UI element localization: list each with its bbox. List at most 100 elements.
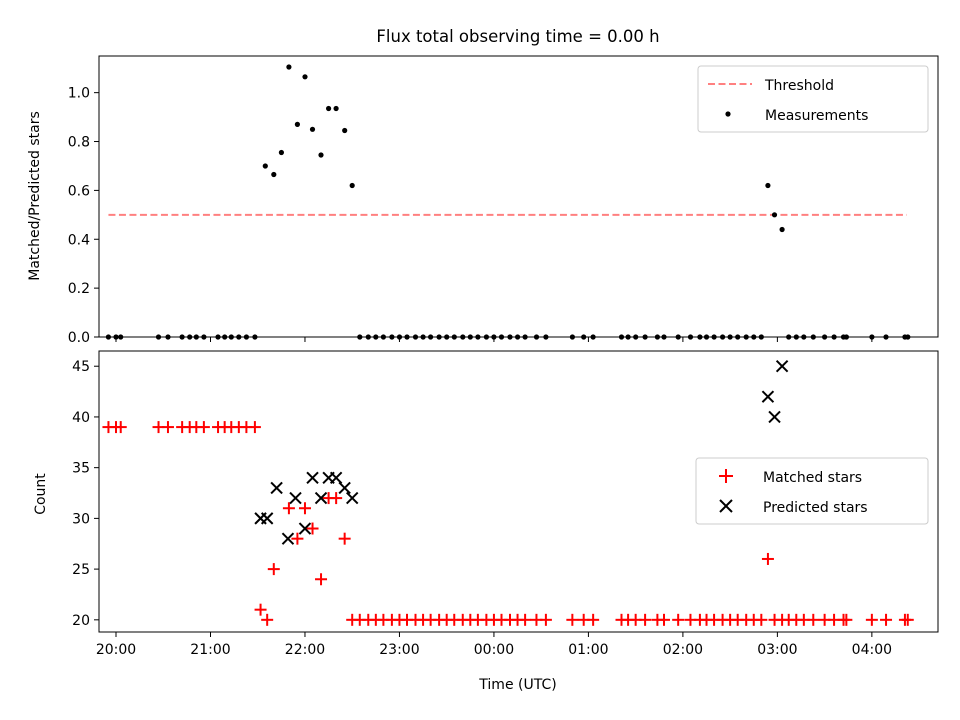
measurement-point — [318, 152, 324, 158]
matched-star-point — [315, 573, 328, 586]
measurement-point — [309, 126, 316, 132]
predicted-star-point — [329, 471, 343, 485]
matched-star-point — [338, 532, 351, 545]
matched-star-point — [539, 613, 552, 626]
count-y-tick-label: 40 — [72, 410, 90, 426]
predicted-star-point — [338, 481, 351, 495]
matched-star-point — [865, 613, 878, 626]
predicted-star-point — [761, 390, 775, 403]
matched-star-point — [330, 492, 343, 505]
matched-star-point — [566, 613, 579, 626]
chart-title: Flux total observing time = 0.00 h — [376, 27, 659, 46]
matched-star-point — [291, 532, 304, 545]
ratio-y-ticks: 0.0 0.2 0.4 0.6 0.8 1.0 — [68, 86, 99, 346]
count-y-tick-label: 25 — [72, 562, 90, 578]
ratio-y-tick-label: 0.6 — [68, 183, 90, 199]
matched-star-point — [197, 421, 210, 434]
count-legend: Matched stars Predicted stars — [695, 457, 929, 525]
count-y-axis-label: Count — [33, 473, 49, 515]
measurement-point — [771, 212, 778, 218]
measurement-point — [294, 121, 300, 127]
matched-star-point — [761, 552, 774, 565]
matched-star-point — [161, 421, 174, 434]
count-y-tick-label: 45 — [72, 359, 90, 375]
predicted-legend-label: Predicted stars — [763, 500, 868, 516]
measurement-point — [262, 163, 268, 169]
matched-star-point — [639, 613, 652, 626]
measurement-point — [302, 74, 308, 80]
x-axis-label: Time (UTC) — [478, 677, 556, 693]
measurement-point — [342, 127, 348, 134]
ratio-y-tick-label: 1.0 — [68, 86, 90, 102]
matched-star-point — [587, 613, 600, 626]
predicted-star-point — [289, 491, 302, 505]
count-axes-frame — [98, 350, 939, 633]
predicted-star-point — [260, 512, 274, 525]
predicted-star-point — [298, 522, 312, 535]
predicted-legend-swatch — [719, 499, 733, 513]
ratio-panel: 0.0 0.2 0.4 0.6 0.8 1.0 Matched/Predicted sta… — [27, 55, 939, 346]
matched-star-point — [248, 421, 261, 434]
count-x-ticks: 20:00 21:00 22:00 23:00 00:00 01:00 02:00 03:00… — [96, 632, 892, 658]
predicted-star-point — [775, 360, 789, 373]
matched-star-point — [658, 613, 671, 626]
x-tick-label: 21:00 — [190, 642, 230, 658]
matched-star-point — [267, 563, 280, 576]
matched-star-point — [298, 502, 311, 515]
x-tick-label: 01:00 — [568, 642, 608, 658]
count-plot-area — [102, 360, 914, 626]
ratio-y-tick-label: 0.0 — [68, 330, 90, 346]
matched-star-point — [901, 613, 914, 626]
measurement-point — [779, 226, 785, 233]
matched-star-point — [807, 613, 820, 626]
measurement-point — [271, 171, 277, 178]
predicted-star-point — [768, 410, 781, 424]
matched-star-point — [840, 613, 853, 626]
matched-legend-swatch — [719, 469, 733, 483]
measurement-point — [286, 64, 292, 70]
measurements-legend-label: Measurements — [765, 108, 868, 124]
measurements-legend-swatch — [725, 111, 731, 117]
predicted-star-point — [281, 532, 295, 545]
matched-star-point — [254, 603, 267, 616]
measurement-point — [326, 105, 332, 112]
x-tick-label: 04:00 — [852, 642, 892, 658]
x-tick-label: 20:00 — [96, 642, 136, 658]
count-y-ticks: 20 25 30 35 40 45 — [72, 359, 99, 629]
ratio-legend-box — [697, 65, 929, 133]
matched-star-point — [282, 502, 295, 515]
x-tick-label: 23:00 — [379, 642, 419, 658]
matched-star-point — [261, 613, 274, 626]
matched-star-point — [755, 613, 768, 626]
count-y-tick-label: 20 — [72, 613, 90, 629]
measurement-point — [278, 149, 284, 156]
predicted-star-point — [306, 471, 319, 485]
count-y-tick-label: 35 — [72, 461, 90, 477]
x-tick-label: 22:00 — [285, 642, 325, 658]
x-tick-label: 03:00 — [757, 642, 797, 658]
ratio-y-tick-label: 0.8 — [68, 135, 90, 151]
matched-star-point — [306, 522, 319, 535]
predicted-star-point — [346, 491, 359, 505]
matched-legend-label: Matched stars — [763, 470, 862, 486]
measurement-point — [765, 182, 771, 189]
threshold-legend-label: Threshold — [764, 78, 834, 94]
count-panel: 20 25 30 35 40 45 20:00 21:00 22:00 23:00 00:00 01… — [33, 350, 939, 693]
ratio-y-tick-label: 0.4 — [68, 232, 90, 248]
count-legend-box — [695, 457, 929, 525]
x-tick-label: 02:00 — [663, 642, 703, 658]
ratio-y-axis-label: Matched/Predicted stars — [27, 111, 43, 281]
measurement-point — [333, 105, 339, 112]
ratio-axes-frame — [98, 55, 939, 338]
matched-star-point — [672, 613, 685, 626]
x-tick-label: 00:00 — [474, 642, 514, 658]
predicted-star-point — [270, 481, 283, 495]
matched-star-point — [880, 613, 893, 626]
predicted-star-point — [314, 491, 328, 505]
measurement-point — [349, 182, 355, 189]
ratio-legend: Threshold Measurements — [697, 65, 929, 133]
matched-star-point — [114, 421, 127, 434]
ratio-x-ticks — [115, 337, 873, 342]
count-y-tick-label: 30 — [72, 511, 90, 527]
